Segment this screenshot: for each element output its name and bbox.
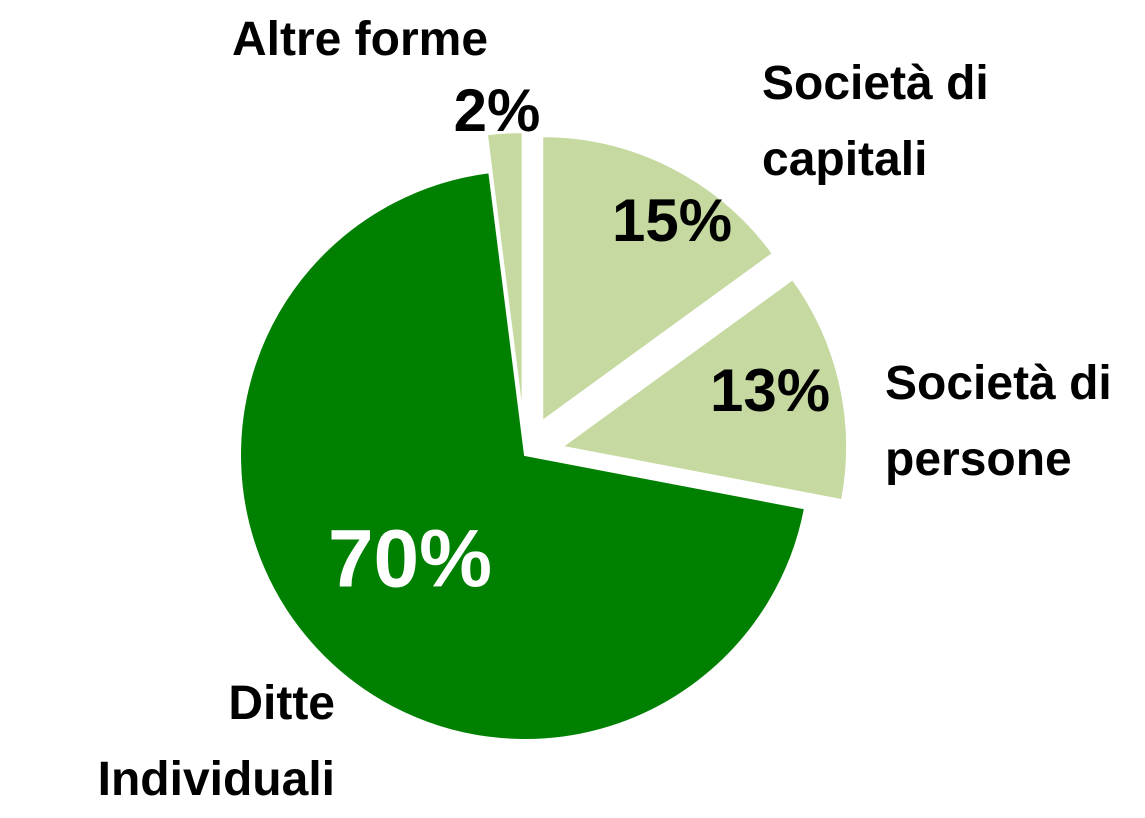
value-label: 2% (454, 77, 541, 144)
value-label: 13% (710, 357, 830, 424)
category-label: Società di capitali (762, 57, 989, 186)
value-label: 15% (612, 187, 732, 254)
pie-slice (559, 277, 849, 502)
category-label: Altre forme (231, 13, 489, 66)
pie-slice (541, 135, 775, 424)
pie-slice (239, 171, 807, 741)
category-label: Società di persone (885, 357, 1112, 486)
pie-slice (485, 131, 524, 418)
value-label: 70% (328, 514, 492, 605)
category-label: Ditte Individuali (97, 677, 335, 806)
